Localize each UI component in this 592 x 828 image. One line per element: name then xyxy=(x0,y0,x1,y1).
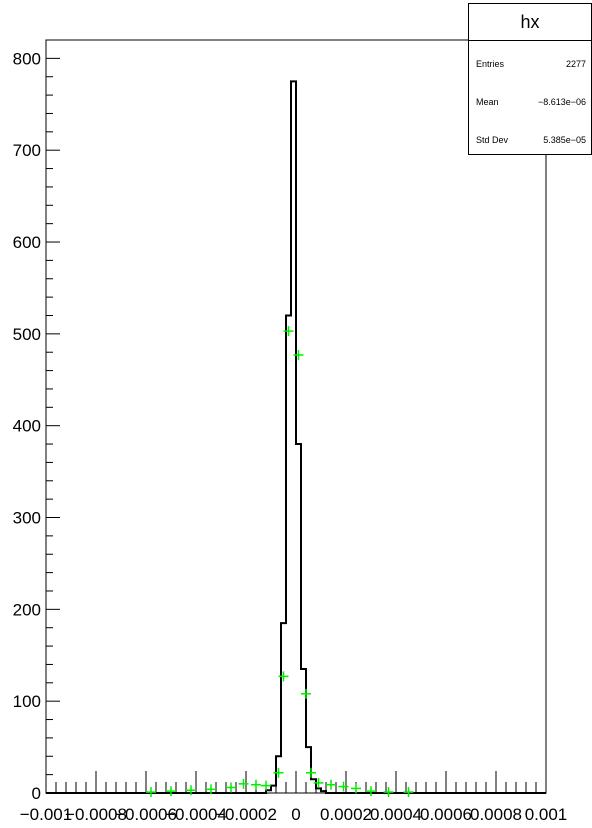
overlay-point xyxy=(306,767,316,778)
overlay-point xyxy=(273,767,284,778)
stats-key-entries: Entries xyxy=(476,59,505,69)
stats-row-mean: Mean −8.613e−06 xyxy=(469,82,591,120)
overlay-point xyxy=(251,779,261,790)
overlay-point xyxy=(283,326,294,337)
stats-key-stddev: Std Dev xyxy=(476,135,509,145)
x-tick-label: 0.0002 xyxy=(320,805,372,824)
x-tick-label: −0.0004 xyxy=(165,805,227,824)
stats-key-mean: Mean xyxy=(476,97,499,107)
y-tick-label: 700 xyxy=(13,141,41,160)
y-tick-label: 300 xyxy=(13,509,41,528)
overlay-point xyxy=(313,777,324,788)
x-tick-label: −0.001 xyxy=(20,805,72,824)
x-tick-label: 0.0004 xyxy=(370,805,422,824)
stats-title: hx xyxy=(469,4,591,41)
histogram-outline xyxy=(46,80,546,794)
overlay-points-series xyxy=(146,326,414,798)
overlay-point xyxy=(326,779,336,790)
stats-value-entries: 2277 xyxy=(565,59,586,69)
stats-row-stddev: Std Dev 5.385e−05 xyxy=(469,120,591,158)
overlay-point xyxy=(226,782,236,793)
x-axis: −0.001−0.0008−0.0006−0.0004−0.0002 0 0.000… xyxy=(20,771,568,824)
overlay-point xyxy=(278,671,289,682)
x-tick-label: −0.0006 xyxy=(115,805,177,824)
overlay-point xyxy=(146,787,156,798)
stats-row-entries: Entries 2277 xyxy=(469,44,591,82)
overlay-point xyxy=(293,349,304,360)
overlay-point xyxy=(351,783,361,794)
y-tick-label: 500 xyxy=(13,325,41,344)
x-tick-label: 0.0008 xyxy=(470,805,522,824)
x-tick-label: 0.0006 xyxy=(420,805,472,824)
x-tick-label: −0.0002 xyxy=(215,805,277,824)
y-tick-label: 600 xyxy=(13,233,41,252)
overlay-point xyxy=(403,787,414,798)
overlay-point xyxy=(383,787,394,798)
overlay-point xyxy=(186,785,196,796)
stats-value-stddev: 5.385e−05 xyxy=(543,135,586,145)
overlay-point xyxy=(206,784,216,795)
histogram-series xyxy=(46,80,546,794)
x-tick-label: 0 xyxy=(291,805,300,824)
overlay-point xyxy=(166,786,176,797)
y-tick-label: 100 xyxy=(13,692,41,711)
y-tick-label: 400 xyxy=(13,417,41,436)
y-tick-label: 800 xyxy=(13,49,41,68)
x-tick-label: 0.001 xyxy=(525,805,568,824)
overlay-point xyxy=(238,778,249,789)
stats-box: hx Entries 2277 Mean −8.613e−06 Std Dev … xyxy=(468,3,592,155)
overlay-point xyxy=(366,786,376,797)
overlay-point xyxy=(338,781,349,792)
y-tick-label: 0 xyxy=(32,784,41,803)
x-tick-label: −0.0008 xyxy=(65,805,127,824)
stats-value-mean: −8.613e−06 xyxy=(537,97,586,107)
overlay-point xyxy=(261,780,271,791)
y-axis: 0 100 200 300 400 500 600 700 800 xyxy=(13,49,60,803)
overlay-point xyxy=(301,688,311,699)
y-tick-label: 200 xyxy=(13,600,41,619)
